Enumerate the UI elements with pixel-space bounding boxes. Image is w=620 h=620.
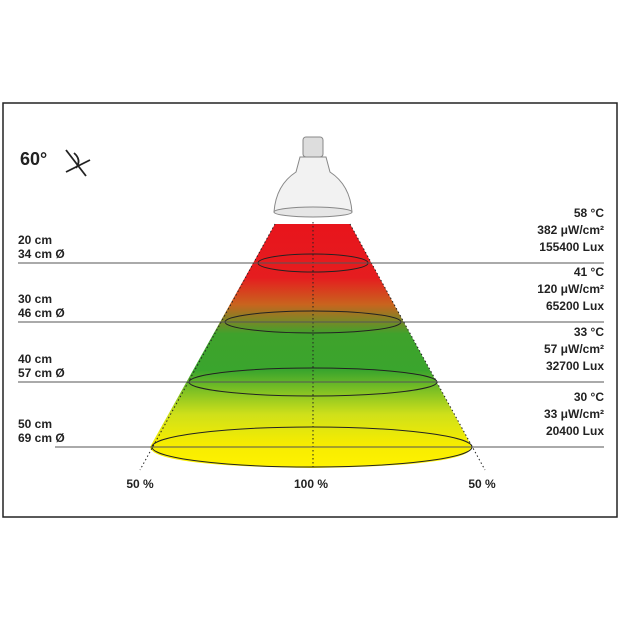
diameter: 46 cm Ø	[18, 306, 65, 320]
uv: 33 μW/cm²	[544, 407, 604, 421]
uv: 382 μW/cm²	[537, 223, 604, 237]
distance: 30 cm	[18, 292, 52, 306]
temperature: 33 °C	[574, 325, 604, 339]
distance: 20 cm	[18, 233, 52, 247]
lux: 20400 Lux	[546, 424, 604, 438]
diameter: 34 cm Ø	[18, 247, 65, 261]
bulb	[273, 136, 353, 218]
temperature: 41 °C	[574, 265, 604, 279]
lux: 32700 Lux	[546, 359, 604, 373]
lux: 155400 Lux	[539, 240, 604, 254]
uv: 57 μW/cm²	[544, 342, 604, 356]
angle-icon	[65, 149, 91, 177]
temperature: 30 °C	[574, 390, 604, 404]
distance: 40 cm	[18, 352, 52, 366]
diameter: 69 cm Ø	[18, 431, 65, 445]
lux: 65200 Lux	[546, 299, 604, 313]
level-lines	[18, 262, 604, 448]
temperature: 58 °C	[574, 206, 604, 220]
light-cone	[150, 224, 472, 468]
distance: 50 cm	[18, 417, 52, 431]
bottom-label: 50 %	[126, 477, 154, 491]
beam-angle: 60°	[20, 149, 47, 169]
diameter: 57 cm Ø	[18, 366, 65, 380]
bottom-label: 50 %	[468, 477, 496, 491]
bottom-label: 100 %	[294, 477, 328, 491]
uv: 120 μW/cm²	[537, 282, 604, 296]
